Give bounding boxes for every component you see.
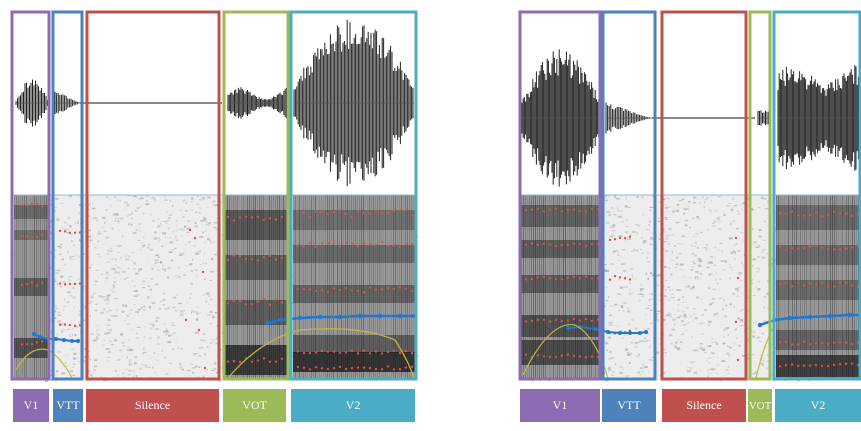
left-panel: V1 VTT Silence VOT V2 bbox=[0, 0, 430, 426]
label-vtt: VTT bbox=[53, 389, 83, 422]
label-vtt-text: VTT bbox=[617, 398, 640, 413]
label-vot: VOT bbox=[748, 389, 772, 422]
label-v1: V1 bbox=[13, 389, 49, 422]
label-v2-text: V2 bbox=[346, 398, 361, 413]
label-v1-text: V1 bbox=[553, 398, 568, 413]
label-silence-text: Silence bbox=[686, 398, 721, 413]
left-panel-graphic bbox=[0, 0, 430, 426]
label-vtt: VTT bbox=[602, 389, 656, 422]
label-silence: Silence bbox=[86, 389, 219, 422]
label-vtt-text: VTT bbox=[56, 398, 79, 413]
right-panel-graphic bbox=[430, 0, 861, 426]
spectrogram-v2 bbox=[293, 195, 416, 380]
label-v1: V1 bbox=[520, 389, 600, 422]
spectrogram-vot bbox=[225, 195, 289, 380]
label-silence-text: Silence bbox=[135, 398, 170, 413]
spectrogram-v1 bbox=[521, 195, 600, 380]
label-vot-text: VOT bbox=[749, 400, 772, 412]
label-silence: Silence bbox=[662, 389, 746, 422]
label-v2-text: V2 bbox=[811, 398, 826, 413]
label-v2: V2 bbox=[775, 389, 861, 422]
label-vot-text: VOT bbox=[242, 398, 267, 413]
label-v2: V2 bbox=[291, 389, 415, 422]
label-vot: VOT bbox=[223, 389, 286, 422]
spectrogram-v2 bbox=[776, 195, 861, 380]
label-v1-text: V1 bbox=[24, 398, 39, 413]
right-panel: V1 VTT Silence VOT V2 bbox=[430, 0, 861, 426]
